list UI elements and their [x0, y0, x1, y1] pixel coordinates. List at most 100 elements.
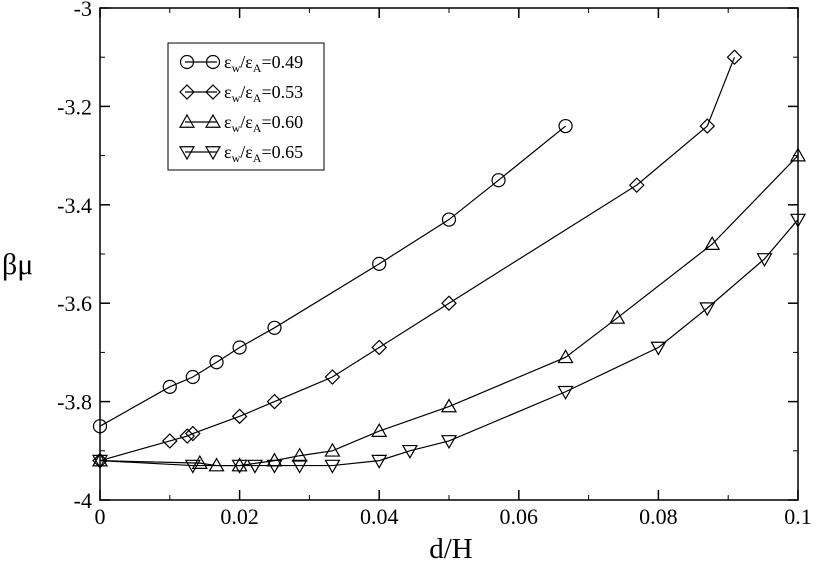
data-point-triangle-down [789, 213, 807, 228]
plot-series [91, 49, 807, 474]
data-point-diamond [179, 428, 196, 444]
y-tick-label: -3.4 [57, 193, 92, 218]
data-point-triangle-up [609, 309, 626, 324]
legend-label-part: A [253, 121, 262, 135]
legend-label-part: w [232, 91, 241, 105]
x-tick-label: 0.08 [639, 504, 678, 529]
legend-label-part: ε [224, 52, 232, 72]
data-point-diamond [441, 295, 457, 312]
data-point-triangle-down [231, 459, 248, 474]
data-point-triangle-down [650, 341, 667, 356]
series-line [99, 56, 736, 462]
data-point-diamond [628, 177, 645, 193]
legend-label-part: w [232, 121, 241, 135]
data-point-triangle-down [756, 253, 773, 268]
legend-label-part: =0.60 [261, 112, 303, 132]
x-tick-label: 0 [95, 504, 106, 529]
data-point-triangle-up [324, 442, 341, 457]
data-point-circle [372, 256, 387, 271]
legend-label-part: A [253, 61, 262, 75]
data-point-triangle-down [699, 302, 716, 317]
series-circle [92, 118, 573, 434]
data-point-triangle-down [291, 459, 308, 474]
data-point-triangle-down [324, 459, 341, 474]
data-point-triangle-down [401, 444, 418, 460]
data-point-triangle-down [91, 454, 109, 469]
data-point-diamond [266, 393, 283, 410]
legend-marker-diamond [205, 84, 221, 100]
data-point-triangle-down [184, 459, 201, 474]
legend-marker-circle [179, 54, 195, 70]
series-line [99, 219, 799, 467]
data-point-diamond [324, 369, 341, 385]
data-point-triangle-up [704, 235, 721, 251]
legend-entry: εw/εA=0.65 [178, 142, 303, 165]
legend-marker-triangle-up [204, 113, 222, 128]
legend-label-part: A [253, 91, 262, 105]
legend-label-part: =0.53 [261, 82, 303, 102]
data-point-diamond [161, 433, 178, 449]
data-point-triangle-down [266, 459, 283, 474]
legend-label-part: /ε [240, 142, 253, 162]
data-point-triangle-up [371, 422, 388, 437]
data-point-circle [441, 212, 457, 227]
legend-label-part: /ε [240, 82, 253, 102]
data-point-diamond [184, 425, 201, 442]
series-triangle-down [91, 213, 807, 474]
data-point-diamond [371, 339, 388, 356]
x-tick-label: 0.06 [500, 504, 539, 529]
x-tick-label: 0.1 [784, 504, 812, 529]
y-tick-label: -3.2 [57, 94, 92, 119]
data-point-triangle-down [371, 454, 388, 469]
y-tick-label: -3.6 [57, 291, 92, 316]
legend-label: εw/εA=0.60 [224, 112, 303, 135]
axes: 0 0.02 0.04 0.06 0.08 0.1 -4 -3.8 -3.6 -3.4 -3.2 -3 [57, 0, 812, 529]
legend-label-part: ε [224, 82, 232, 102]
series-line [99, 125, 566, 427]
legend-entry: εw/εA=0.53 [179, 82, 303, 105]
legend-label-part: w [232, 61, 241, 75]
legend-marker-triangle-down [178, 146, 196, 161]
legend-label-part: /ε [240, 112, 253, 132]
data-point-triangle-up [208, 457, 225, 472]
legend-label-part: =0.49 [261, 52, 303, 72]
legend-label-part: A [253, 151, 262, 165]
legend-label-part: w [232, 151, 241, 165]
data-point-circle [209, 355, 224, 370]
data-point-circle [232, 340, 247, 355]
data-point-triangle-up [789, 147, 807, 162]
data-point-triangle-up [191, 454, 208, 469]
legend-entry: εw/εA=0.49 [179, 52, 303, 75]
x-tick-label: 0.02 [220, 504, 259, 529]
legend-marker-triangle-up [178, 113, 196, 128]
data-point-triangle-up [557, 349, 574, 364]
legend-label: εw/εA=0.53 [224, 82, 303, 105]
data-point-circle [491, 173, 506, 188]
data-point-circle [92, 419, 108, 434]
legend-entry: εw/εA=0.60 [178, 112, 303, 135]
legend-label-part: =0.65 [261, 142, 303, 162]
data-point-circle [185, 369, 200, 385]
data-point-circle [558, 118, 573, 134]
legend-label: εw/εA=0.65 [224, 142, 303, 165]
data-point-circle [267, 320, 282, 335]
y-axis-label: βμ [2, 248, 33, 281]
data-point-circle [162, 379, 177, 394]
legend-label-part: ε [224, 142, 232, 162]
data-point-triangle-down [557, 385, 574, 400]
legend-box [167, 42, 325, 171]
y-tick-label: -3 [74, 0, 92, 21]
legend-label-part: ε [224, 112, 232, 132]
y-tick-label: -3.8 [57, 390, 92, 415]
x-tick-label: 0.04 [360, 504, 399, 529]
data-point-triangle-up [231, 457, 248, 472]
legend-marker-circle [205, 54, 221, 70]
legend-label-part: /ε [240, 52, 253, 72]
legend-marker-diamond [179, 84, 195, 100]
data-point-triangle-down [440, 435, 458, 450]
y-tick-label: -4 [74, 488, 92, 513]
data-point-diamond [231, 408, 248, 425]
data-point-triangle-up [440, 398, 458, 413]
